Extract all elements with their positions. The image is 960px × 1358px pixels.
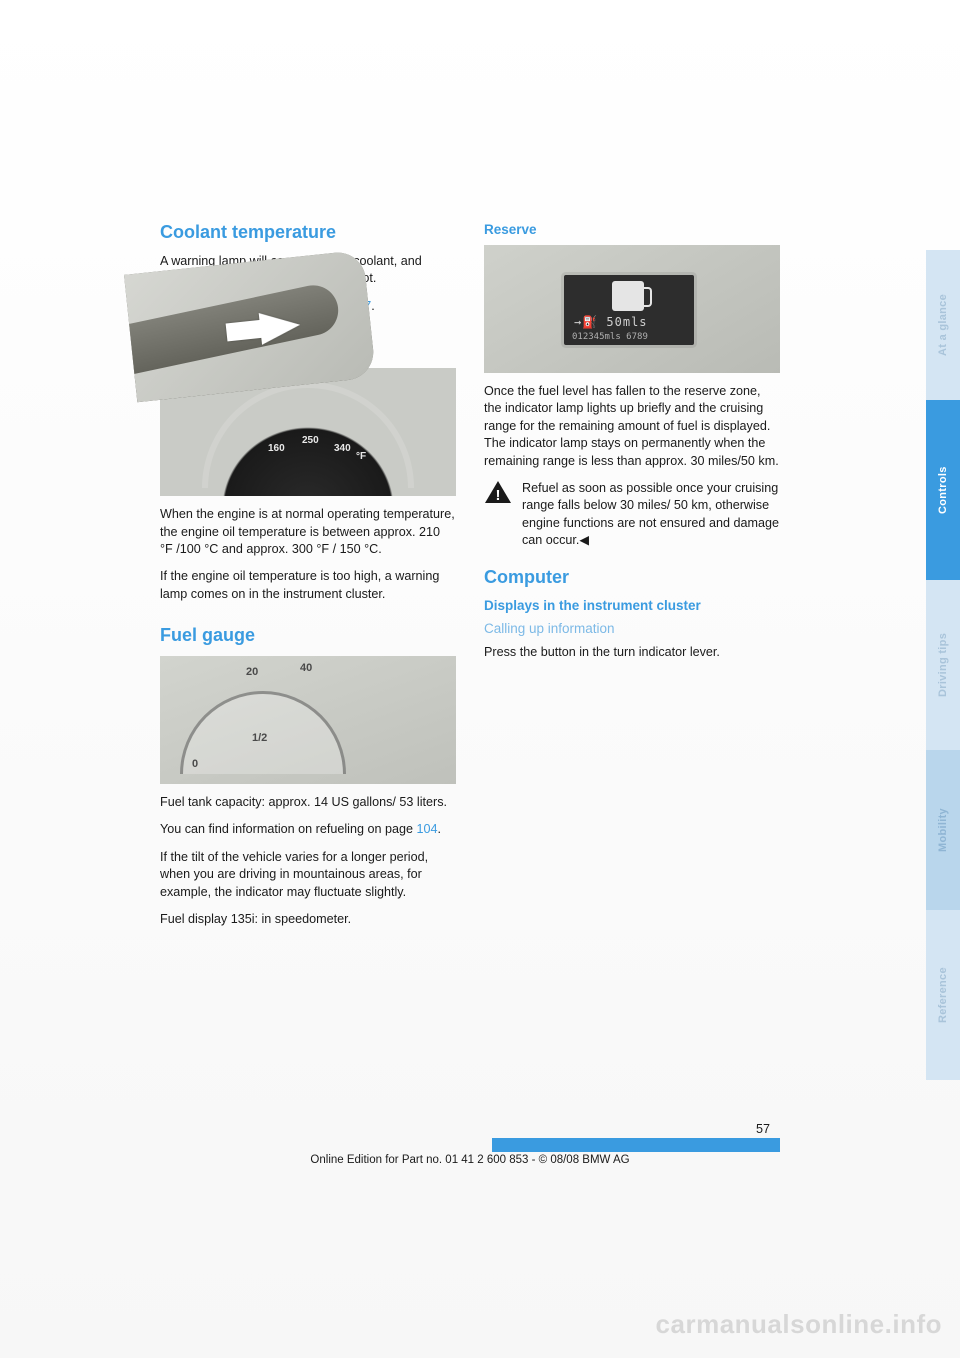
fuel-paragraph-1: Fuel tank capacity: approx. 14 US gallon… xyxy=(160,794,456,811)
reserve-paragraph-1: Once the fuel level has fallen to the re… xyxy=(484,383,780,470)
right-column: Reserve →⛽ 50mls 012345mls 6789 Once the… xyxy=(484,222,780,938)
tab-at-a-glance[interactable]: At a glance xyxy=(926,250,960,400)
fuel-half: 1/2 xyxy=(252,732,267,744)
page-number-block: 57 xyxy=(492,1122,780,1152)
page-number: 57 xyxy=(492,1122,770,1136)
figure-reserve: →⛽ 50mls 012345mls 6789 xyxy=(484,245,780,373)
figure-fuel-gauge: 20 40 0 1/2 xyxy=(160,656,456,784)
tab-mobility[interactable]: Mobility xyxy=(926,750,960,910)
watermark: carmanualsonline.info xyxy=(656,1309,942,1340)
oil-paragraph-2: If the engine oil temperature is too hig… xyxy=(160,568,456,603)
warning-icon: ! xyxy=(484,480,512,504)
footer-copyright: Online Edition for Part no. 01 41 2 600 … xyxy=(160,1154,780,1166)
svg-text:!: ! xyxy=(496,487,501,504)
heading-calling-up: Calling up information xyxy=(484,621,780,636)
tab-driving-tips[interactable]: Driving tips xyxy=(926,580,960,750)
page-number-bar xyxy=(492,1138,780,1152)
tab-controls[interactable]: Controls xyxy=(926,400,960,580)
fuel-paragraph-4: Fuel display 135i: in speedometer. xyxy=(160,911,456,928)
gauge-tick-160: 160 xyxy=(268,443,285,454)
fuel-paragraph-3: If the tilt of the vehicle varies for a … xyxy=(160,849,456,901)
gauge-tick-340: 340 xyxy=(334,443,351,454)
heading-coolant: Coolant temperature xyxy=(160,222,456,243)
fuel-0: 0 xyxy=(192,758,198,770)
fuel-pump-icon xyxy=(612,281,644,311)
tab-reference[interactable]: Reference xyxy=(926,910,960,1080)
text-segment: You can find information on refueling on… xyxy=(160,822,417,836)
gauge-unit: °F xyxy=(356,451,366,462)
oil-paragraph-1: When the engine is at normal operating t… xyxy=(160,506,456,558)
warning-text: Refuel as soon as possible once your cru… xyxy=(522,480,780,550)
gauge-tick-250: 250 xyxy=(302,435,319,446)
content-columns: Coolant temperature A warning lamp will … xyxy=(160,222,780,938)
speed-40: 40 xyxy=(300,662,312,674)
speed-20: 20 xyxy=(246,666,258,678)
stalk-paragraph-1: Press the button in the turn indicator l… xyxy=(484,644,780,661)
heading-reserve: Reserve xyxy=(484,222,780,237)
side-tabs: At a glance Controls Driving tips Mobili… xyxy=(926,250,960,1080)
fuel-paragraph-2: You can find information on refueling on… xyxy=(160,821,456,838)
text-segment: . xyxy=(371,299,375,313)
lcd-odometer-text: 012345mls 6789 xyxy=(572,332,648,342)
heading-displays: Displays in the instrument cluster xyxy=(484,598,780,613)
press-arrow-icon xyxy=(259,309,302,345)
warning-block: ! Refuel as soon as possible once your c… xyxy=(484,480,780,550)
manual-page: Coolant temperature A warning lamp will … xyxy=(0,0,960,1358)
page-link-104[interactable]: 104 xyxy=(417,822,438,836)
lcd-display: →⛽ 50mls 012345mls 6789 xyxy=(564,275,694,345)
lcd-range-text: →⛽ 50mls xyxy=(574,315,648,329)
figure-turn-stalk xyxy=(124,250,376,402)
heading-fuel-gauge: Fuel gauge xyxy=(160,625,456,646)
heading-computer: Computer xyxy=(484,567,780,588)
text-segment: . xyxy=(438,822,442,836)
